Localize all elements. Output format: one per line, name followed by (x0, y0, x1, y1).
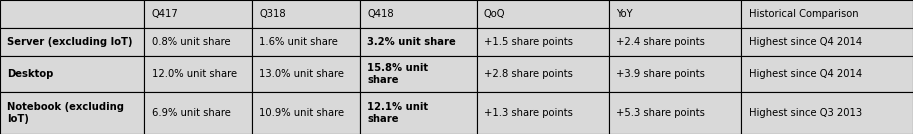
Bar (609, 56, 741, 92)
Bar (741, 0, 913, 28)
Bar (609, 92, 741, 134)
Text: Desktop: Desktop (7, 69, 54, 79)
Text: +3.9 share points: +3.9 share points (616, 69, 705, 79)
Bar (741, 56, 913, 92)
Text: Q318: Q318 (259, 9, 286, 19)
Text: 12.0% unit share: 12.0% unit share (152, 69, 236, 79)
Text: +1.5 share points: +1.5 share points (484, 37, 572, 47)
Bar (252, 56, 360, 92)
Bar (609, 28, 741, 56)
Bar (144, 0, 252, 28)
Bar (0, 56, 144, 92)
Text: 6.9% unit share: 6.9% unit share (152, 108, 230, 118)
Bar (360, 92, 477, 134)
Bar (0, 92, 144, 134)
Text: 10.9% unit share: 10.9% unit share (259, 108, 344, 118)
Text: +2.8 share points: +2.8 share points (484, 69, 572, 79)
Text: Server (excluding IoT): Server (excluding IoT) (7, 37, 132, 47)
Bar (360, 0, 477, 28)
Text: Q417: Q417 (152, 9, 178, 19)
Bar (477, 0, 609, 28)
Text: 15.8% unit
share: 15.8% unit share (367, 63, 428, 85)
Text: 1.6% unit share: 1.6% unit share (259, 37, 338, 47)
Text: Q418: Q418 (367, 9, 394, 19)
Text: QoQ: QoQ (484, 9, 506, 19)
Bar (477, 28, 609, 56)
Bar (360, 56, 477, 92)
Text: Historical Comparison: Historical Comparison (749, 9, 858, 19)
Bar (144, 56, 252, 92)
Bar (144, 92, 252, 134)
Text: 3.2% unit share: 3.2% unit share (367, 37, 456, 47)
Bar (477, 56, 609, 92)
Text: YoY: YoY (616, 9, 633, 19)
Bar (252, 28, 360, 56)
Text: 0.8% unit share: 0.8% unit share (152, 37, 230, 47)
Text: 13.0% unit share: 13.0% unit share (259, 69, 344, 79)
Bar (252, 92, 360, 134)
Text: Highest since Q4 2014: Highest since Q4 2014 (749, 69, 862, 79)
Text: +1.3 share points: +1.3 share points (484, 108, 572, 118)
Bar (0, 0, 144, 28)
Text: +5.3 share points: +5.3 share points (616, 108, 705, 118)
Bar (741, 92, 913, 134)
Text: Notebook (excluding
IoT): Notebook (excluding IoT) (7, 102, 124, 124)
Bar (360, 28, 477, 56)
Text: +2.4 share points: +2.4 share points (616, 37, 705, 47)
Bar (741, 28, 913, 56)
Bar (0, 28, 144, 56)
Text: 12.1% unit
share: 12.1% unit share (367, 102, 428, 124)
Bar (252, 0, 360, 28)
Bar (609, 0, 741, 28)
Bar (144, 28, 252, 56)
Text: Highest since Q3 2013: Highest since Q3 2013 (749, 108, 862, 118)
Bar (477, 92, 609, 134)
Text: Highest since Q4 2014: Highest since Q4 2014 (749, 37, 862, 47)
